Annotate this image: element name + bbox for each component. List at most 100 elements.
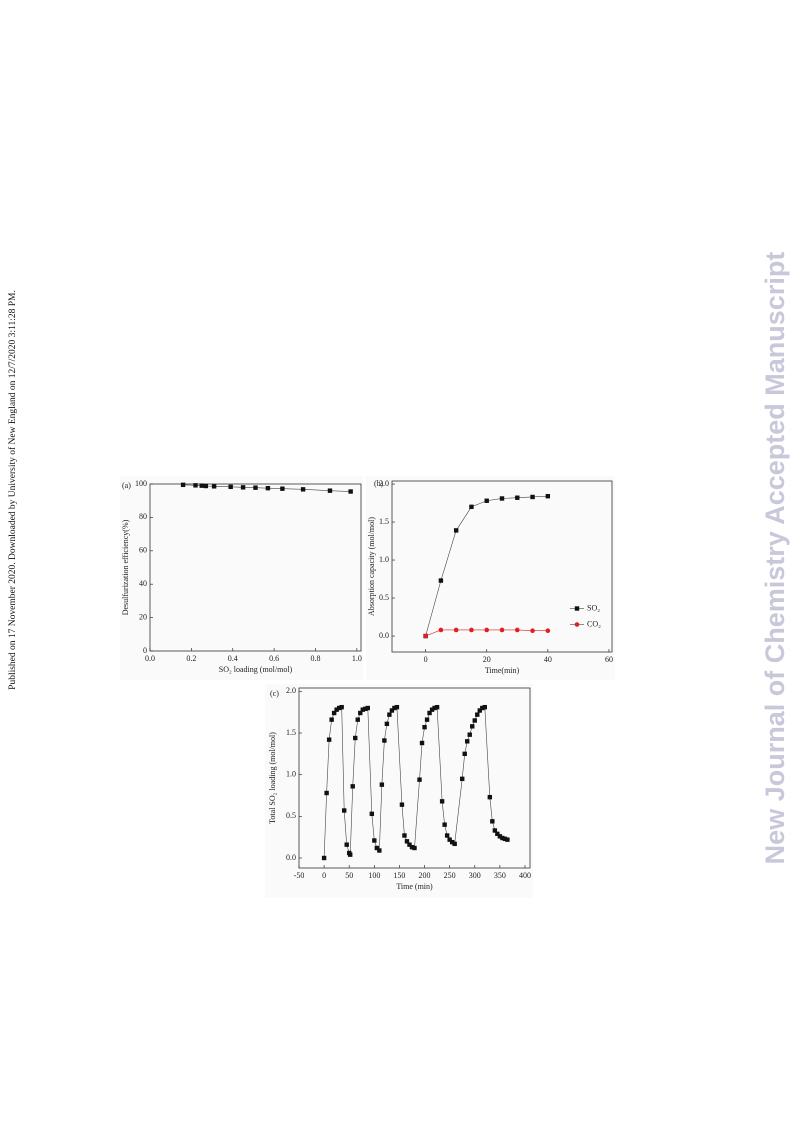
plot-frame: [391, 480, 613, 653]
x-tick-label: 50: [345, 871, 353, 880]
marker: [495, 831, 500, 837]
y-axis-label: Desulfurization efficiency(%): [121, 519, 130, 615]
marker: [424, 717, 430, 722]
marker: [348, 489, 353, 494]
marker: [387, 712, 392, 717]
marker: [369, 811, 375, 817]
marker: [409, 844, 415, 850]
marker: [545, 494, 551, 499]
marker: [453, 627, 459, 633]
marker: [484, 498, 489, 503]
marker: [363, 706, 368, 712]
marker: [341, 808, 347, 813]
marker: [372, 838, 377, 843]
x-tick-label: 0: [424, 655, 428, 664]
marker: [460, 776, 465, 782]
panel-bg: [366, 476, 615, 680]
marker: [497, 834, 503, 839]
marker: [472, 718, 477, 723]
marker: [353, 735, 358, 741]
marker: [514, 627, 520, 633]
marker: [530, 628, 535, 634]
marker: [482, 704, 488, 710]
x-tick-label: 400: [519, 871, 531, 880]
marker: [487, 794, 493, 800]
x-tick-label: 1.0: [352, 654, 362, 663]
marker: [407, 842, 412, 847]
y-tick-label: 1.5: [286, 728, 296, 737]
y-tick-label: 60: [139, 546, 147, 555]
marker: [193, 483, 198, 488]
marker: [360, 707, 365, 712]
marker: [240, 485, 246, 490]
marker: [469, 627, 474, 633]
marker: [439, 799, 445, 804]
marker: [438, 578, 444, 583]
legend-symbol: [574, 622, 580, 627]
x-tick-label: 40: [544, 655, 552, 664]
marker: [336, 705, 342, 711]
marker: [480, 705, 485, 711]
y-tick-label: 40: [139, 579, 147, 588]
marker: [438, 627, 444, 633]
x-tick-label: 350: [494, 871, 506, 880]
marker: [321, 855, 327, 861]
marker: [384, 721, 390, 727]
marker: [211, 484, 217, 489]
marker: [180, 482, 186, 488]
x-axis-label: SO₂ loading (mol/mol): [219, 665, 293, 674]
marker: [515, 495, 520, 500]
marker: [203, 483, 209, 489]
marker: [402, 833, 407, 838]
marker: [329, 717, 334, 722]
marker: [339, 704, 344, 710]
marker: [300, 487, 306, 492]
marker: [502, 836, 508, 842]
marker: [492, 828, 498, 833]
marker: [490, 819, 495, 824]
x-tick-label: -50: [294, 871, 305, 880]
x-tick-label: 100: [368, 871, 380, 880]
marker: [374, 845, 380, 851]
y-tick-label: 80: [139, 512, 147, 521]
marker: [348, 852, 353, 857]
marker: [419, 740, 425, 746]
marker: [452, 841, 457, 847]
marker: [331, 710, 337, 716]
x-axis-label: Time(min): [485, 666, 520, 675]
marker: [469, 504, 474, 510]
marker: [392, 705, 397, 711]
marker: [350, 784, 355, 789]
plot-frame: [298, 687, 531, 869]
marker: [326, 737, 332, 742]
marker: [379, 782, 385, 787]
legend-symbol: [574, 606, 580, 611]
x-axis-label: Time (min): [396, 882, 433, 891]
y-tick-label: 0.5: [286, 811, 296, 820]
marker: [499, 627, 505, 633]
side-note: Published on 17 November 2020. Downloade…: [7, 290, 18, 690]
y-tick-label: 2.0: [286, 686, 296, 695]
marker: [253, 485, 258, 490]
y-axis-label: Total SO₂ loading (mol/mol): [268, 732, 277, 824]
marker: [394, 704, 400, 710]
y-axis-label: Absorption capacity (mol/mol): [367, 517, 376, 616]
marker: [499, 496, 505, 501]
marker: [280, 486, 285, 491]
y-tick-label: 2.0: [379, 479, 389, 488]
y-tick-label: 0: [143, 646, 147, 655]
marker: [477, 708, 482, 713]
marker: [265, 485, 271, 491]
marker: [447, 837, 452, 842]
marker: [382, 738, 387, 743]
marker: [434, 704, 440, 710]
marker: [475, 712, 480, 717]
marker: [442, 822, 447, 827]
y-tick-label: 0.5: [379, 593, 389, 602]
legend-label: CO₂: [587, 619, 601, 628]
marker: [358, 710, 363, 716]
marker: [453, 528, 459, 533]
marker: [404, 839, 410, 844]
x-tick-label: 200: [419, 871, 431, 880]
marker: [334, 707, 339, 712]
